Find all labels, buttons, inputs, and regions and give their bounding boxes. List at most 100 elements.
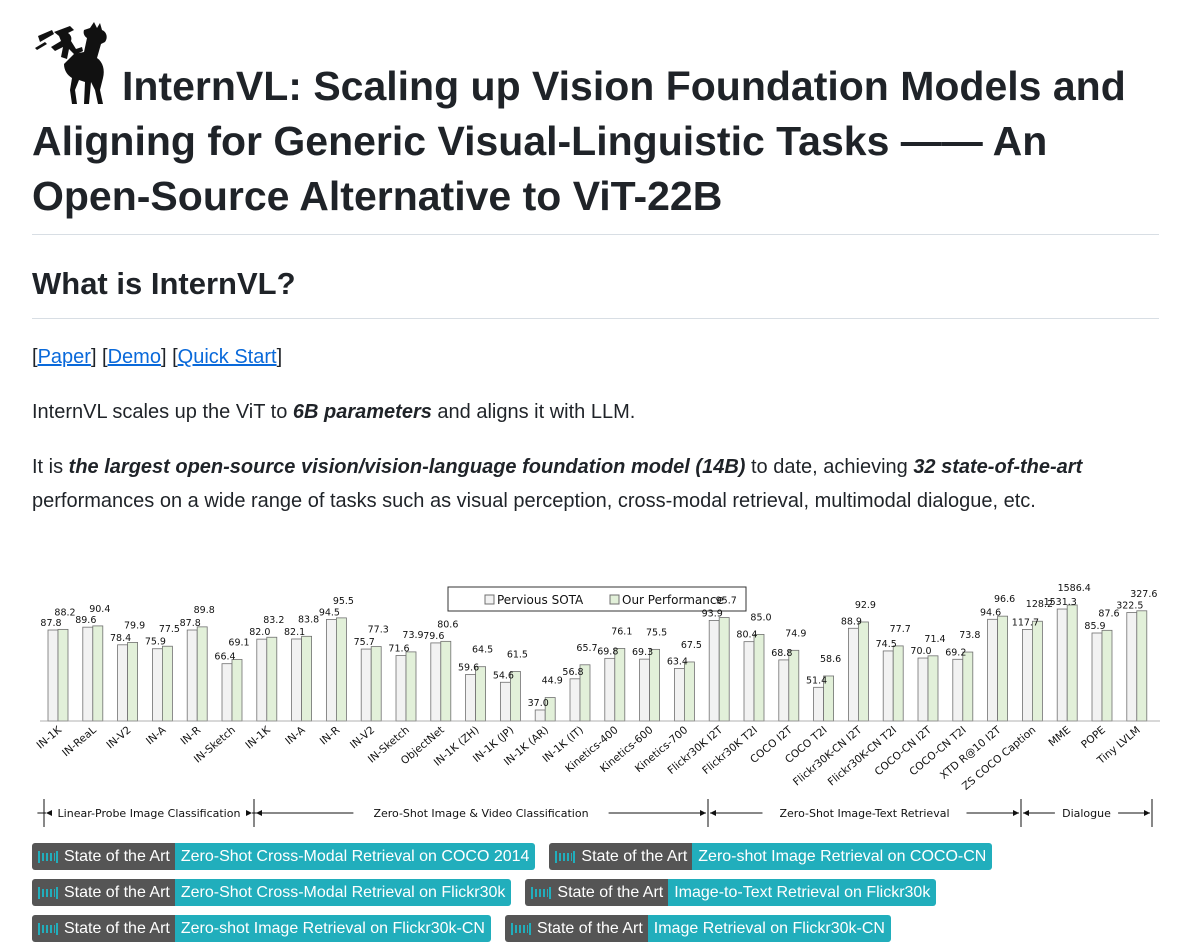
bar-previous: [152, 648, 163, 722]
badge-task-text: Zero-shot Image Retrieval on Flickr30k-C…: [174, 915, 491, 942]
badge-left-text: State of the Art: [64, 848, 170, 865]
bar-previous: [534, 709, 546, 722]
data-label-ours: 65.7: [576, 643, 597, 654]
data-label-ours: 85.0: [750, 612, 771, 623]
data-label-ours: 73.8: [959, 630, 980, 641]
data-label-ours: 95.7: [716, 596, 737, 607]
bar-ours: [892, 645, 904, 722]
data-label-ours: 61.5: [507, 649, 528, 660]
bracket-text: ]: [276, 346, 283, 368]
data-label-previous: 117.7: [1012, 617, 1039, 628]
badge-task-text: Zero-shot Image Retrieval on COCO-CN: [692, 843, 993, 870]
data-label-previous: 69.8: [597, 646, 618, 657]
bar-ours: [649, 648, 660, 722]
badge-row: State of the Art Zero-shot Image Retrieva…: [32, 915, 1172, 942]
data-label-ours: 67.5: [681, 640, 702, 651]
data-label-previous: 69.2: [945, 647, 966, 658]
data-label-previous: 93.9: [702, 608, 723, 619]
legend-swatch-previous: [484, 594, 495, 605]
paper-link[interactable]: Paper: [37, 346, 91, 368]
data-label-previous: 85.9: [1084, 621, 1105, 632]
demo-link[interactable]: Demo: [107, 346, 161, 368]
data-label-previous: 87.8: [180, 618, 201, 629]
bar-previous: [743, 641, 755, 722]
papers-with-code-icon: [38, 922, 58, 935]
group-label: Zero-Shot Image & Video Classification: [373, 807, 588, 820]
intro-text: InternVL scales up the ViT to: [32, 401, 293, 423]
title-text: InternVL: Scaling up Vision Foundation M…: [32, 63, 1126, 219]
badge-left: State of the Art: [32, 915, 175, 942]
sota-badge-link[interactable]: State of the Art Zero-Shot Cross-Modal Re…: [32, 843, 536, 870]
data-label-previous: 82.0: [249, 627, 270, 638]
bar-ours: [1066, 604, 1078, 722]
data-label-ours: 44.9: [542, 676, 563, 687]
data-label-previous: 87.8: [40, 618, 61, 629]
claim-text-end: performances on a wide range of tasks su…: [32, 490, 1036, 512]
quick-start-link[interactable]: Quick Start: [177, 346, 277, 368]
group-arrowhead-left: [710, 810, 716, 816]
legend-label-ours: Our Performance: [622, 593, 724, 607]
intro-emphasis: 6B parameters: [292, 401, 432, 423]
sota-badge-link[interactable]: State of the Art Zero-shot Image Retrieva…: [32, 915, 491, 942]
bar-previous: [325, 619, 337, 722]
data-label-previous: 1531.3: [1044, 597, 1077, 608]
data-label-previous: 70.0: [910, 646, 931, 657]
bar-previous: [360, 648, 372, 722]
data-label-ours: 69.1: [228, 637, 249, 648]
bar-ours: [1101, 629, 1113, 722]
data-label-ours: 71.4: [924, 634, 945, 645]
badge-left: State of the Art: [32, 879, 175, 906]
bar-previous: [499, 681, 511, 722]
bar-previous: [186, 629, 198, 722]
data-label-ours: 80.6: [437, 619, 458, 630]
data-label-ours: 87.6: [1098, 608, 1119, 619]
data-label-ours: 128.2: [1026, 599, 1053, 610]
data-label-ours: 83.2: [263, 615, 284, 626]
sota-badge-link[interactable]: State of the Art Image-to-Text Retrieval …: [525, 879, 937, 906]
data-label-previous: 80.4: [736, 630, 757, 641]
papers-with-code-icon: [555, 850, 576, 863]
bar-previous: [430, 642, 442, 722]
data-label-previous: 59.6: [458, 662, 479, 673]
data-label-previous: 69.3: [632, 647, 653, 658]
data-label-ours: 75.5: [646, 627, 667, 638]
data-label-previous: 71.6: [388, 644, 409, 655]
data-label-ours: 89.8: [194, 605, 215, 616]
bar-ours: [858, 621, 869, 722]
data-label-previous: 66.4: [214, 652, 235, 663]
bar-ours: [92, 625, 104, 722]
category-tick-label: IN-1K: [243, 723, 273, 751]
sota-badge-link[interactable]: State of the Art Zero-Shot Cross-Modal Re…: [32, 879, 512, 906]
data-label-ours: 73.9: [402, 630, 423, 641]
sota-badge-link[interactable]: State of the Art Image Retrieval on Flick…: [504, 915, 891, 942]
bar-ours: [927, 655, 939, 722]
bracket-text: ] [: [90, 346, 108, 368]
data-label-previous: 56.8: [562, 667, 583, 678]
sota-badge-link[interactable]: State of the Art Zero-shot Image Retrieva…: [549, 843, 993, 870]
data-label-previous: 94.6: [980, 607, 1001, 618]
bar-previous: [1091, 632, 1103, 722]
benchmark-chart-svg: Pervious SOTA Our Performance87.888.2IN-1…: [35, 583, 1160, 827]
bar-ours: [57, 628, 69, 722]
claim-emphasis-model: the largest open-source vision/vision-la…: [68, 456, 746, 478]
bar-previous: [952, 658, 964, 722]
data-label-ours: 74.9: [785, 628, 806, 639]
badge-task-text: Image Retrieval on Flickr30k-CN: [647, 915, 891, 942]
bar-ours: [788, 649, 800, 722]
bar-previous: [917, 657, 929, 722]
intro-paragraph: InternVL scales up the ViT to 6B paramet…: [32, 395, 1162, 429]
bar-ours: [1032, 620, 1043, 722]
badge-task-text: Zero-Shot Cross-Modal Retrieval on Flick…: [174, 879, 512, 906]
section-heading: What is InternVL?: [32, 266, 296, 301]
legend-box: [447, 586, 747, 612]
data-label-ours: 95.5: [333, 596, 354, 607]
group-label: Dialogue: [1062, 807, 1111, 820]
data-label-previous: 74.5: [876, 639, 897, 650]
group-arrowhead-right: [1144, 810, 1150, 816]
bracket-text: ] [: [160, 346, 178, 368]
data-label-ours: 83.8: [298, 614, 319, 625]
badge-left: State of the Art: [32, 843, 175, 870]
bar-ours: [405, 651, 417, 722]
page-title: InternVL: Scaling up Vision Foundation M…: [32, 20, 1162, 224]
